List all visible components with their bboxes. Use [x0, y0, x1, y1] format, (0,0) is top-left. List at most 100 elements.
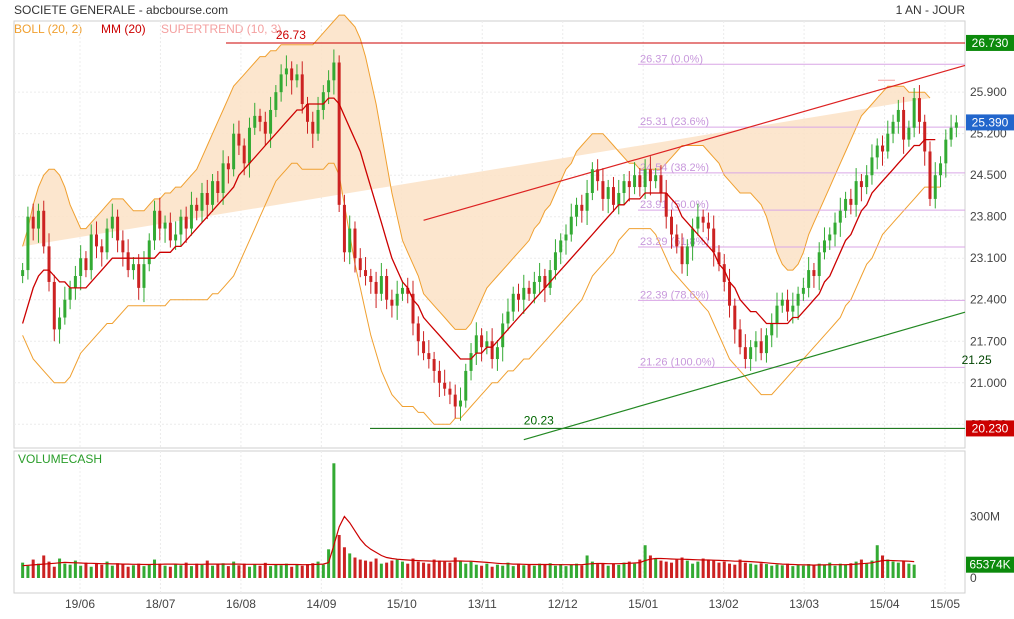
volume-bar: [881, 555, 885, 578]
volume-bar: [532, 565, 536, 578]
volume-bar: [859, 559, 863, 578]
candle-body: [770, 323, 774, 336]
candle-body: [274, 92, 278, 110]
x-tick-label: 13/11: [468, 597, 497, 611]
volume-bar: [411, 558, 415, 578]
candle-body: [443, 382, 447, 389]
volume-bar: [379, 563, 383, 578]
x-tick-label: 19/06: [65, 597, 95, 611]
candle-body: [764, 335, 768, 354]
candle-body: [775, 305, 779, 324]
volume-bar: [680, 557, 684, 578]
volume-bar: [295, 564, 299, 578]
candle-body: [427, 353, 431, 360]
candle-body: [42, 210, 46, 247]
volume-bar: [174, 564, 178, 578]
price-tick-label: 22.400: [970, 293, 1007, 307]
price-tick-label: 24.500: [970, 168, 1007, 182]
volume-bar: [902, 560, 906, 578]
candle-body: [627, 181, 631, 188]
legend-mm: MM (20): [101, 22, 146, 36]
candle-body: [126, 252, 130, 271]
volume-bar: [142, 566, 146, 578]
volume-bar: [606, 565, 610, 578]
candle-body: [195, 204, 199, 211]
volume-bar: [495, 564, 499, 578]
candle-body: [253, 115, 257, 128]
candle-body: [68, 287, 72, 300]
volume-bar: [870, 560, 874, 578]
candle-body: [738, 329, 742, 348]
trendline: [423, 64, 966, 221]
candle-body: [269, 109, 273, 134]
bollinger-bands: [22, 14, 941, 425]
volume-bar: [490, 566, 494, 578]
candle-body: [179, 216, 183, 235]
candle-body: [506, 311, 510, 324]
volume-bar: [200, 564, 204, 578]
volume-bar: [611, 563, 615, 578]
volume-bar: [52, 566, 56, 578]
candle-body: [474, 335, 478, 354]
candle-body: [786, 299, 790, 312]
candle-body: [902, 109, 906, 140]
candle-body: [73, 276, 77, 288]
candle-body: [358, 258, 362, 271]
volume-bar: [886, 559, 890, 578]
x-tick-label: 14/09: [306, 597, 336, 611]
volume-bar: [416, 561, 420, 578]
fib-label: 23.91 (50.0%): [640, 199, 709, 211]
volume-bar: [722, 561, 726, 578]
volume-bar: [300, 565, 304, 578]
candle-body: [886, 133, 890, 152]
candle-body: [812, 270, 816, 277]
volume-bar: [68, 564, 72, 578]
volume-bar: [807, 564, 811, 578]
candle-body: [559, 240, 563, 253]
candle-body: [669, 216, 673, 235]
volume-bar: [247, 566, 251, 578]
volume-bar: [854, 561, 858, 578]
candle-body: [153, 210, 157, 241]
candle-body: [712, 228, 716, 253]
volume-bar: [575, 563, 579, 578]
volume-bar: [796, 564, 800, 578]
volume-bar: [733, 564, 737, 578]
volume-bar: [448, 562, 452, 578]
candle-body: [205, 192, 209, 205]
volume-bar: [506, 562, 510, 578]
candle-body: [828, 234, 832, 241]
volume-tick-label: 300M: [970, 510, 1000, 524]
candle-body: [211, 181, 215, 205]
candle-body: [279, 74, 283, 93]
volume-bar: [311, 563, 315, 578]
volume-bar: [664, 561, 668, 578]
volume-bar: [279, 565, 283, 578]
volume-bar: [759, 563, 763, 578]
candle-body: [538, 276, 542, 282]
volume-bar: [728, 563, 732, 578]
volume-bar: [364, 560, 368, 578]
volume-bar: [712, 560, 716, 578]
volume-bar: [63, 563, 67, 578]
candle-body: [833, 222, 837, 235]
candle-body: [395, 293, 399, 306]
candle-body: [859, 181, 863, 188]
low-marker-text: 20.230: [972, 421, 1009, 435]
volume-bar: [110, 565, 114, 578]
candle-body: [870, 157, 874, 176]
volume-bar: [896, 562, 900, 578]
price-panel-frame: [13, 20, 966, 449]
volume-bar: [437, 560, 441, 578]
volume-bar: [179, 565, 183, 578]
volume-bar: [258, 565, 262, 578]
volume-bar: [232, 561, 236, 578]
candle-body: [485, 341, 489, 348]
candle-body: [31, 216, 35, 229]
candle-body: [147, 240, 151, 265]
volume-bar: [912, 564, 916, 578]
candle-body: [543, 276, 547, 288]
volume-bar: [527, 564, 531, 578]
fibonacci-levels: 26.37 (0.0%) 25.31 (23.6%) 24.54 (38.2%) 23…: [638, 53, 965, 368]
candle-body: [817, 252, 821, 277]
